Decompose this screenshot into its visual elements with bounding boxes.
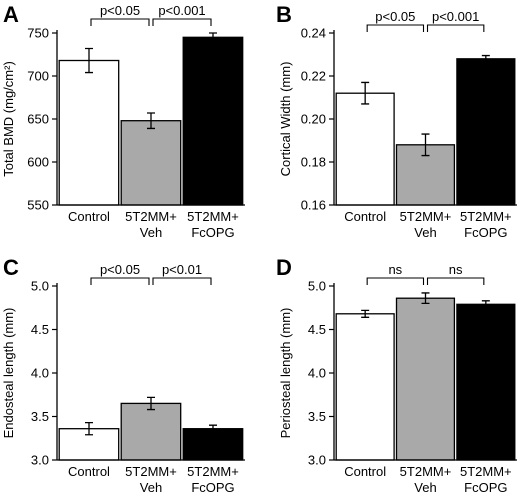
significance-bracket — [366, 24, 425, 32]
y-tick-label: 0.18 — [301, 155, 326, 170]
error-bar — [361, 81, 370, 105]
panel-letter: D — [276, 255, 292, 280]
y-tick-label: 650 — [27, 112, 49, 127]
error-bar — [421, 133, 430, 157]
category-label: Control — [344, 464, 386, 479]
significance-label: p<0.001 — [158, 3, 205, 18]
category-label: Veh — [414, 225, 436, 240]
significance-bracket — [366, 277, 425, 285]
significance-bracket — [90, 18, 150, 26]
significance-label: ns — [388, 262, 402, 277]
error-bar — [481, 300, 490, 309]
bar — [182, 36, 244, 206]
category-label: 5T2MM+ — [400, 209, 452, 224]
category-label: 5T2MM+ — [125, 464, 177, 479]
panel-a: A 550 600 650 700 750 Total BMD (mg/cm²) Contro… — [1, 2, 245, 240]
error-bar — [209, 32, 217, 43]
panel-b: B 0.16 0.18 0.20 0.22 0.24 Cortical Width (mm)… — [276, 2, 517, 240]
y-tick-label: 0.22 — [301, 69, 326, 84]
category-label: Control — [68, 464, 110, 479]
panel-letter: B — [276, 2, 292, 27]
category-label: Veh — [414, 480, 436, 494]
bar — [335, 92, 395, 206]
y-tick-label: 550 — [27, 198, 49, 213]
error-bar — [361, 309, 370, 318]
panel-c: C 3.0 3.5 4.0 4.5 5.0 Endosteal length (mm) Con… — [1, 255, 245, 494]
category-label: Veh — [140, 225, 162, 240]
y-tick-label: 600 — [27, 155, 49, 170]
y-tick-label: 3.0 — [308, 453, 326, 468]
category-label: 5T2MM+ — [460, 464, 512, 479]
significance-bracket — [152, 277, 212, 285]
y-tick-label: 4.5 — [308, 322, 326, 337]
category-label: Control — [344, 209, 386, 224]
significance-bracket — [90, 277, 150, 285]
bar — [58, 59, 120, 206]
y-tick-label: 3.5 — [308, 409, 326, 424]
significance-label: ns — [449, 262, 463, 277]
category-label: 5T2MM+ — [187, 464, 239, 479]
bar — [120, 120, 182, 206]
y-tick-label: 3.0 — [31, 453, 49, 468]
y-tick-label: 700 — [27, 69, 49, 84]
category-label: FcOPG — [464, 480, 507, 494]
panel-d: D 3.0 3.5 4.0 4.5 5.0 Periosteal length (mm) Co… — [276, 255, 517, 494]
significance-label: p<0.01 — [162, 262, 202, 277]
y-axis-title: Endosteal length (mm) — [1, 308, 16, 439]
category-label: 5T2MM+ — [187, 209, 239, 224]
category-label: Control — [68, 209, 110, 224]
category-label: FcOPG — [191, 225, 234, 240]
panel-letter: A — [3, 2, 19, 27]
significance-bracket — [426, 277, 485, 285]
y-tick-label: 5.0 — [31, 279, 49, 294]
y-tick-label: 5.0 — [308, 279, 326, 294]
panel-letter: C — [3, 255, 19, 280]
significance-label: p<0.001 — [432, 9, 479, 24]
error-bar — [85, 47, 93, 74]
error-bar — [147, 396, 155, 411]
error-bar — [85, 421, 93, 436]
bar — [456, 303, 516, 461]
significance-label: p<0.05 — [100, 262, 140, 277]
category-label: FcOPG — [191, 480, 234, 494]
error-bar — [421, 292, 430, 305]
y-tick-label: 4.0 — [31, 366, 49, 381]
error-bar — [209, 424, 217, 433]
significance-label: p<0.05 — [100, 3, 140, 18]
category-label: 5T2MM+ — [400, 464, 452, 479]
bar — [395, 297, 456, 461]
bar — [182, 428, 244, 461]
category-label: FcOPG — [464, 225, 507, 240]
bar — [335, 313, 395, 461]
y-tick-label: 0.20 — [301, 112, 326, 127]
error-bar — [147, 112, 155, 130]
category-label: 5T2MM+ — [460, 209, 512, 224]
y-tick-label: 3.5 — [31, 409, 49, 424]
y-tick-label: 4.0 — [308, 366, 326, 381]
y-axis-title: Periosteal length (mm) — [278, 308, 293, 439]
y-tick-label: 750 — [27, 26, 49, 41]
y-tick-label: 4.5 — [31, 322, 49, 337]
error-bar — [481, 54, 490, 63]
y-axis-title: Cortical Width (mm) — [278, 62, 293, 177]
category-label: 5T2MM+ — [125, 209, 177, 224]
bar — [120, 402, 182, 461]
bar — [456, 58, 516, 206]
y-tick-label: 0.16 — [301, 198, 326, 213]
y-axis-title: Total BMD (mg/cm²) — [1, 61, 16, 177]
y-tick-label: 0.24 — [301, 26, 326, 41]
significance-bracket — [426, 24, 485, 32]
category-label: Veh — [140, 480, 162, 494]
significance-label: p<0.05 — [375, 9, 415, 24]
significance-bracket — [152, 18, 212, 26]
